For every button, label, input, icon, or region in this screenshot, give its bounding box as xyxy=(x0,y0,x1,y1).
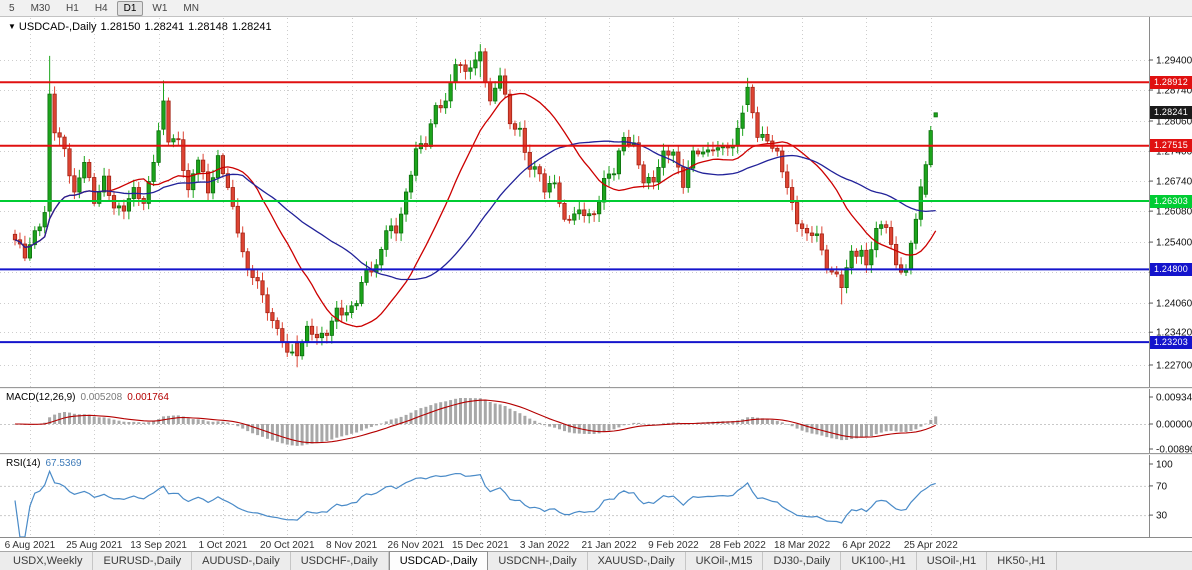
chart-tab-usdx-weekly[interactable]: USDX,Weekly xyxy=(3,552,94,570)
date-axis-label: 8 Nov 2021 xyxy=(326,540,378,551)
rsi-value: 67.5369 xyxy=(45,458,82,469)
ohlc-close: 1.28241 xyxy=(231,21,272,33)
price-axis-label: 1.24060 xyxy=(1156,299,1192,310)
price-axis-label: 1.29400 xyxy=(1156,56,1192,67)
price-axis-label: 1.25400 xyxy=(1156,238,1192,249)
macd-name: MACD(12,26,9) xyxy=(6,392,76,403)
price-tag-level-1.23203: 1.23203 xyxy=(1150,335,1192,349)
macd-axis-label: 0.00934 xyxy=(1156,393,1192,404)
price-axis-label: 1.28740 xyxy=(1156,86,1192,97)
price-axis-label: 1.22700 xyxy=(1156,361,1192,372)
price-axis-label: 1.23420 xyxy=(1156,328,1192,339)
rsi-name: RSI(14) xyxy=(6,458,41,469)
timeframe-button-5[interactable]: 5 xyxy=(9,2,15,14)
chart-tab-usdcad-daily[interactable]: USDCAD-,Daily xyxy=(388,551,489,570)
timeframe-toolbar: 5 M30 H1 H4 D1 W1 MN xyxy=(0,0,1192,17)
chart-menu-icon[interactable]: ▼ xyxy=(8,22,16,31)
price-tag-level-1.24800: 1.24800 xyxy=(1150,262,1192,276)
date-axis[interactable]: 6 Aug 2021 25 Aug 2021 13 Sep 2021 1 Oct 20… xyxy=(5,540,959,551)
macd-axis-label: 0.00000 xyxy=(1156,420,1192,431)
grid-layer xyxy=(0,18,1149,537)
chart-tab-xauusd-daily[interactable]: XAUUSD-,Daily xyxy=(588,552,686,570)
chart-tab-usdchf-daily[interactable]: USDCHF-,Daily xyxy=(291,552,389,570)
date-axis-label: 6 Aug 2021 xyxy=(5,540,56,551)
date-axis-label: 1 Oct 2021 xyxy=(198,540,247,551)
date-axis-label: 25 Aug 2021 xyxy=(66,540,123,551)
timeframe-button-w1[interactable]: W1 xyxy=(152,2,168,14)
date-axis-label: 25 Apr 2022 xyxy=(904,540,958,551)
date-axis-label: 28 Feb 2022 xyxy=(710,540,767,551)
moving-average-40 xyxy=(14,140,936,281)
rsi-line xyxy=(14,469,936,538)
macd-signal-line xyxy=(15,399,936,444)
rsi-axis-label: 30 xyxy=(1156,511,1168,522)
price-axis-label: 1.26740 xyxy=(1156,177,1192,188)
price-tag-level-1.28912: 1.28912 xyxy=(1150,75,1192,89)
chart-tab-ukoil-m15[interactable]: UKOil-,M15 xyxy=(686,552,764,570)
chart-tab-usoil-h1[interactable]: USOil-,H1 xyxy=(917,552,988,570)
chart-tab-uk100-h1[interactable]: UK100-,H1 xyxy=(841,552,917,570)
date-axis-label: 18 Mar 2022 xyxy=(774,540,831,551)
date-axis-label: 9 Feb 2022 xyxy=(648,540,699,551)
macd-main-value: 0.005208 xyxy=(80,392,123,403)
rsi-axis-label: 70 xyxy=(1156,481,1168,492)
price-axis-label: 1.28060 xyxy=(1156,117,1192,128)
timeframe-button-mn[interactable]: MN xyxy=(183,2,199,14)
chart-tab-dj30-daily[interactable]: DJ30-,Daily xyxy=(763,552,842,570)
chart-tabs-bar: USDX,Weekly EURUSD-,Daily AUDUSD-,Daily USD… xyxy=(0,551,1192,570)
date-axis-label: 26 Nov 2021 xyxy=(388,540,445,551)
date-axis-label: 15 Dec 2021 xyxy=(452,540,509,551)
date-axis-label: 20 Oct 2021 xyxy=(260,540,315,551)
price-tag-level-1.27515: 1.27515 xyxy=(1150,139,1192,153)
date-axis-label: 13 Sep 2021 xyxy=(130,540,187,551)
timeframe-button-d1[interactable]: D1 xyxy=(116,0,144,16)
timeframe-button-m30[interactable]: M30 xyxy=(30,2,51,14)
price-tag-level-1.26303: 1.26303 xyxy=(1150,194,1192,208)
price-tag-current: 1.28241 xyxy=(1150,106,1192,120)
ohlc-low: 1.28148 xyxy=(188,21,228,33)
date-axis-label: 3 Jan 2022 xyxy=(520,540,570,551)
date-axis-label: 21 Jan 2022 xyxy=(581,540,636,551)
ohlc-high: 1.28241 xyxy=(144,21,185,33)
date-axis-label: 6 Apr 2022 xyxy=(842,540,891,551)
chart-tab-audusd-daily[interactable]: AUDUSD-,Daily xyxy=(192,552,291,570)
chart-title: ▼ USDCAD-,Daily 1.28150 1.28241 1.28148 1.282… xyxy=(8,21,276,33)
price-axis-label: 1.26080 xyxy=(1156,207,1192,218)
chart-tab-eurusd-daily[interactable]: EURUSD-,Daily xyxy=(93,552,193,570)
chart-symbol-period: USDCAD-,Daily xyxy=(18,21,97,33)
rsi-axis-label: 100 xyxy=(1156,460,1173,471)
macd-histogram xyxy=(13,398,938,446)
timeframe-button-h1[interactable]: H1 xyxy=(66,2,79,14)
moving-average-20 xyxy=(14,92,937,328)
chart-tab-hk50-h1[interactable]: HK50-,H1 xyxy=(987,552,1057,570)
chart-tab-usdcnh-daily[interactable]: USDCNH-,Daily xyxy=(488,552,588,570)
ohlc-open: 1.28150 xyxy=(100,21,141,33)
macd-signal-value: 0.001764 xyxy=(127,392,169,403)
macd-axis-label: -0.00890 xyxy=(1156,445,1192,456)
rsi-indicator-label: RSI(14) 67.5369 xyxy=(6,458,82,469)
macd-indicator-label: MACD(12,26,9) 0.005208 0.001764 xyxy=(6,392,169,403)
timeframe-button-h4[interactable]: H4 xyxy=(94,2,108,14)
